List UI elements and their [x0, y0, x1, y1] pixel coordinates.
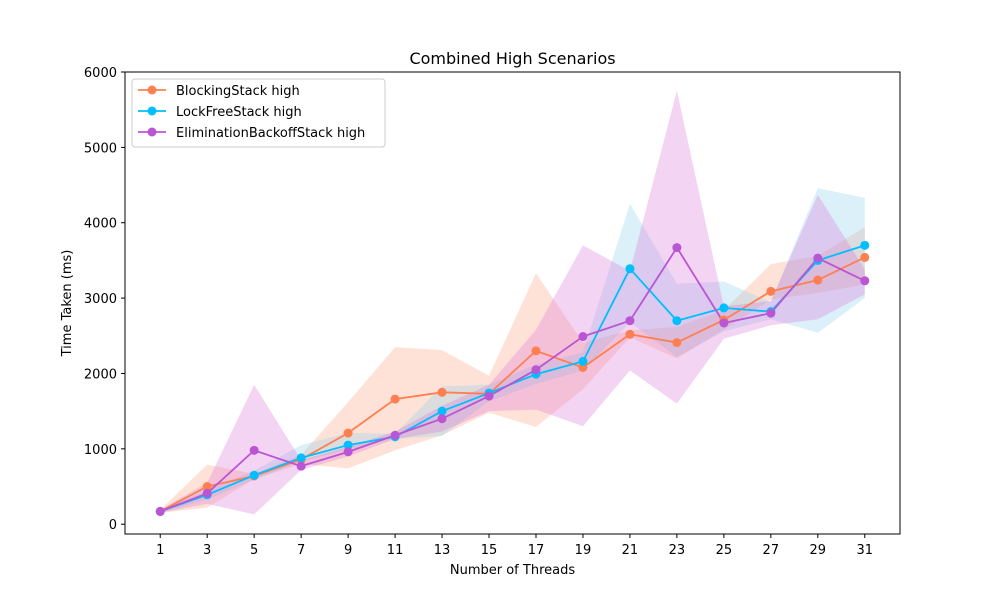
legend-marker	[147, 85, 157, 95]
series-line-0	[159, 256, 866, 513]
y-axis: 0 1000 2000 3000 4000 5000 6000	[84, 66, 125, 533]
data-point	[296, 461, 306, 471]
legend-box	[131, 78, 386, 148]
data-point	[437, 406, 447, 416]
series-lines	[159, 244, 866, 513]
data-point	[390, 430, 400, 440]
data-point	[672, 316, 682, 326]
x-tick-label: 11	[387, 543, 404, 558]
x-tick-label: 7	[297, 543, 305, 558]
data-point	[155, 506, 165, 516]
data-point	[437, 414, 447, 424]
data-point	[625, 264, 635, 274]
x-tick-label: 13	[434, 543, 451, 558]
data-point	[860, 252, 870, 262]
x-tick-label: 29	[810, 543, 827, 558]
x-tick-label: 23	[669, 543, 686, 558]
x-axis: 1 3 5 7 9 11 13 15 17 19 21 23 25 27 29 31	[156, 534, 873, 558]
data-point	[202, 488, 212, 498]
y-tick-label: 6000	[84, 66, 117, 81]
legend-label: BlockingStack high	[176, 84, 300, 99]
data-point	[249, 470, 259, 480]
legend-marker	[147, 127, 157, 137]
data-point	[860, 276, 870, 286]
series-line-2	[159, 245, 866, 513]
data-point	[578, 356, 588, 366]
x-axis-label: Number of Threads	[450, 563, 575, 578]
data-point	[625, 329, 635, 339]
data-point	[390, 394, 400, 404]
data-point	[766, 308, 776, 318]
x-tick-label: 1	[156, 543, 164, 558]
y-tick-label: 2000	[84, 367, 117, 382]
data-point	[343, 447, 353, 457]
y-tick-label: 1000	[84, 443, 117, 458]
data-point	[672, 243, 682, 253]
x-tick-label: 31	[856, 543, 873, 558]
data-point	[578, 332, 588, 342]
x-tick-label: 3	[203, 543, 211, 558]
data-point	[437, 387, 447, 397]
y-tick-label: 3000	[84, 292, 117, 307]
data-point	[860, 240, 870, 250]
data-point	[813, 275, 823, 285]
data-point	[625, 316, 635, 326]
confidence-bands	[160, 90, 865, 515]
x-tick-label: 27	[763, 543, 780, 558]
data-point	[766, 286, 776, 296]
legend-label: EliminationBackoffStack high	[176, 126, 365, 141]
y-axis-label: Time Taken (ms)	[60, 250, 75, 358]
legend-marker	[147, 106, 157, 116]
data-point	[296, 453, 306, 463]
data-point	[202, 482, 212, 492]
plot-frame	[124, 71, 901, 535]
x-tick-label: 21	[622, 543, 639, 558]
legend: BlockingStack high LockFreeStack high Elim…	[131, 78, 386, 148]
y-tick-label: 4000	[84, 217, 117, 232]
x-tick-label: 25	[716, 543, 733, 558]
data-point	[813, 253, 823, 263]
data-point	[531, 346, 541, 356]
data-point	[484, 391, 494, 401]
x-tick-label: 5	[250, 543, 258, 558]
data-point	[531, 365, 541, 375]
data-point	[672, 338, 682, 348]
series-band-2	[160, 90, 865, 515]
x-tick-label: 15	[481, 543, 498, 558]
data-point	[719, 303, 729, 313]
y-tick-label: 5000	[84, 141, 117, 156]
data-point	[249, 445, 259, 455]
series-markers	[155, 240, 870, 516]
data-point	[343, 440, 353, 450]
series-band-0	[160, 227, 865, 513]
x-tick-label: 19	[575, 543, 592, 558]
x-tick-label: 9	[344, 543, 352, 558]
data-point	[719, 318, 729, 328]
data-point	[343, 428, 353, 438]
x-tick-label: 17	[528, 543, 545, 558]
y-tick-label: 0	[109, 518, 117, 533]
chart-title: Combined High Scenarios	[409, 49, 615, 68]
legend-label: LockFreeStack high	[176, 105, 302, 120]
